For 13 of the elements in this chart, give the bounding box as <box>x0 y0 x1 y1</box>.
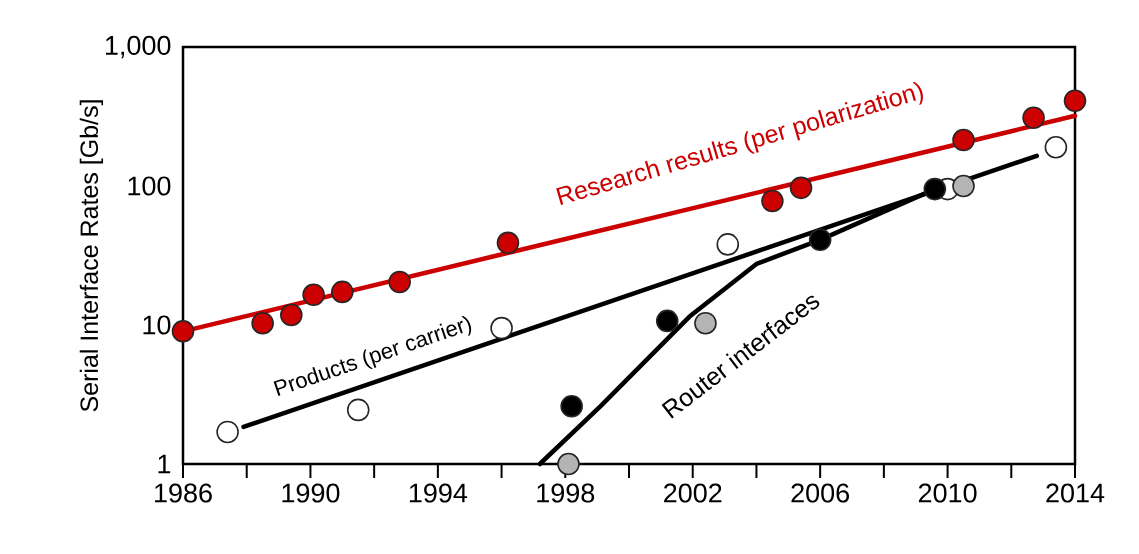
y-tick-label: 100 <box>128 176 171 196</box>
y-tick-label: 10 <box>143 315 171 335</box>
x-tick-label: 1990 <box>282 483 340 503</box>
y-axis-title: Serial Interface Rates [Gb/s] <box>79 100 104 412</box>
x-tick-label: 2014 <box>1046 483 1105 503</box>
y-tick-label: 1 <box>158 454 171 474</box>
x-tick-label: 2006 <box>791 483 849 503</box>
x-tick-label: 2010 <box>918 483 977 503</box>
x-tick-label: 2002 <box>664 483 722 503</box>
x-tick-label: 1998 <box>537 483 595 503</box>
x-tick-label: 1986 <box>155 483 212 503</box>
x-tick-label: 1994 <box>409 483 468 503</box>
y-tick-label: 1,000 <box>105 35 171 59</box>
